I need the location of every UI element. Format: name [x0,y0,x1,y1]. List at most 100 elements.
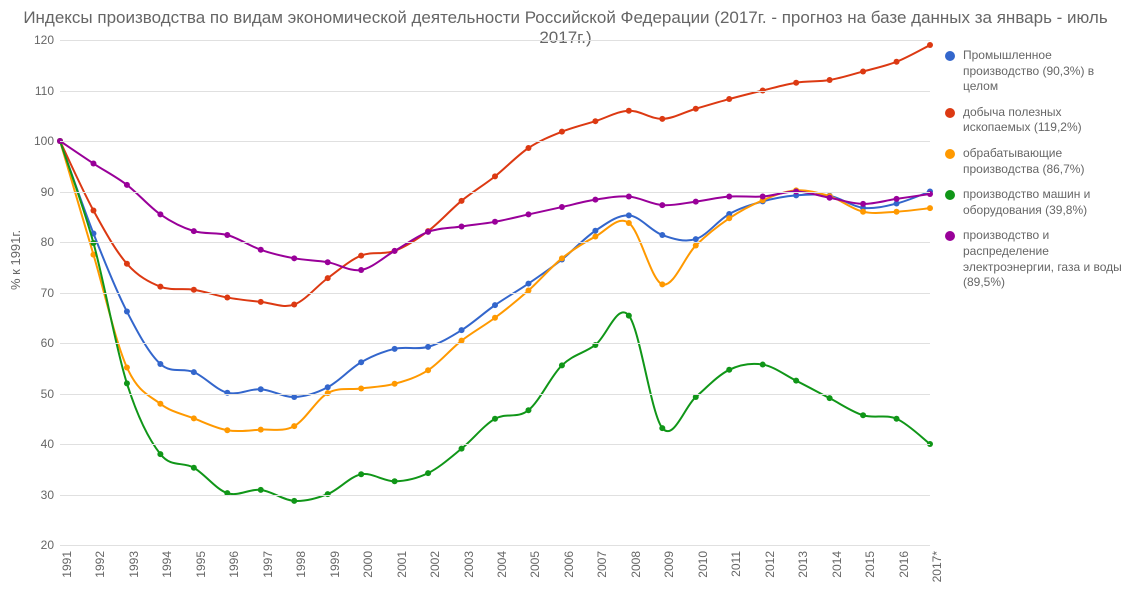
legend: Промышленное производство (90,3%) в цело… [945,48,1125,301]
series-marker-mining [693,106,699,112]
series-marker-manufacturing [659,281,665,287]
series-marker-mining [525,145,531,151]
series-marker-mining [157,284,163,290]
legend-item-energy[interactable]: производство и распределение электроэнер… [945,228,1125,290]
y-tick-label: 80 [41,235,54,249]
x-tick-label: 2010 [696,551,710,578]
legend-item-manufacturing[interactable]: обрабатывающие производства (86,7%) [945,146,1125,177]
legend-dot-icon [945,231,955,241]
series-marker-energy [325,259,331,265]
y-axis-label: % к 1991г. [8,230,23,290]
x-tick-label: 2015 [863,551,877,578]
legend-item-mining[interactable]: добыча полезных ископаемых (119,2%) [945,105,1125,136]
series-marker-energy [827,195,833,201]
series-marker-machinery [425,470,431,476]
series-marker-mining [358,253,364,259]
series-marker-manufacturing [291,423,297,429]
legend-label: производство машин и оборудования (39,8%… [963,187,1125,218]
y-tick-label: 50 [41,387,54,401]
series-marker-mining [325,275,331,281]
series-marker-energy [894,196,900,202]
plot-area: 2030405060708090100110120199119921993199… [60,40,930,545]
x-tick-label: 2009 [662,551,676,578]
legend-label: добыча полезных ископаемых (119,2%) [963,105,1125,136]
series-marker-mining [927,42,933,48]
series-marker-manufacturing [592,234,598,240]
series-marker-manufacturing [358,385,364,391]
series-marker-mining [626,108,632,114]
series-marker-energy [559,204,565,210]
x-tick-label: 2002 [428,551,442,578]
x-tick-label: 2013 [796,551,810,578]
series-marker-machinery [894,416,900,422]
x-tick-label: 1991 [60,551,74,578]
gridline [60,141,930,142]
series-marker-energy [525,211,531,217]
series-marker-machinery [693,394,699,400]
gridline [60,394,930,395]
x-tick-label: 2001 [395,551,409,578]
series-marker-energy [358,267,364,273]
x-tick-label: 1994 [160,551,174,578]
series-marker-machinery [358,471,364,477]
series-marker-energy [425,229,431,235]
series-marker-energy [726,194,732,200]
y-tick-label: 120 [34,33,54,47]
legend-label: производство и распределение электроэнер… [963,228,1125,290]
x-tick-label: 2003 [462,551,476,578]
series-marker-industrial_total [659,232,665,238]
x-tick-label: 2007 [595,551,609,578]
y-tick-label: 60 [41,336,54,350]
series-marker-industrial_total [358,359,364,365]
y-tick-label: 40 [41,437,54,451]
series-marker-energy [860,201,866,207]
series-marker-mining [224,295,230,301]
series-marker-industrial_total [492,302,498,308]
gridline [60,444,930,445]
series-marker-machinery [157,451,163,457]
x-tick-label: 2011 [729,551,743,577]
legend-item-industrial_total[interactable]: Промышленное производство (90,3%) в цело… [945,48,1125,95]
series-marker-energy [760,194,766,200]
x-tick-label: 2017* [930,551,944,582]
series-marker-energy [492,219,498,225]
series-marker-industrial_total [626,212,632,218]
series-marker-mining [726,96,732,102]
gridline [60,343,930,344]
series-line-industrial_total [60,141,930,397]
series-marker-energy [659,202,665,208]
series-marker-industrial_total [191,369,197,375]
series-marker-energy [258,247,264,253]
gridline [60,545,930,546]
series-marker-energy [191,228,197,234]
y-tick-label: 100 [34,134,54,148]
series-marker-manufacturing [726,215,732,221]
x-tick-label: 1997 [261,551,275,578]
y-tick-label: 30 [41,488,54,502]
x-tick-label: 2000 [361,551,375,578]
legend-item-machinery[interactable]: производство машин и оборудования (39,8%… [945,187,1125,218]
series-marker-energy [693,199,699,205]
legend-dot-icon [945,108,955,118]
x-tick-label: 2008 [629,551,643,578]
series-marker-mining [124,261,130,267]
series-marker-manufacturing [927,205,933,211]
series-marker-manufacturing [425,367,431,373]
legend-dot-icon [945,149,955,159]
series-marker-industrial_total [157,361,163,367]
series-marker-mining [592,118,598,124]
series-marker-industrial_total [425,344,431,350]
series-marker-energy [124,182,130,188]
legend-label: Промышленное производство (90,3%) в цело… [963,48,1125,95]
y-tick-label: 110 [35,84,54,98]
series-marker-mining [860,68,866,74]
series-line-manufacturing [60,141,930,431]
series-marker-manufacturing [693,242,699,248]
x-tick-label: 2006 [562,551,576,578]
series-marker-mining [291,302,297,308]
series-marker-machinery [525,407,531,413]
series-marker-manufacturing [894,209,900,215]
series-marker-manufacturing [492,315,498,321]
series-marker-mining [894,59,900,65]
series-marker-machinery [827,395,833,401]
